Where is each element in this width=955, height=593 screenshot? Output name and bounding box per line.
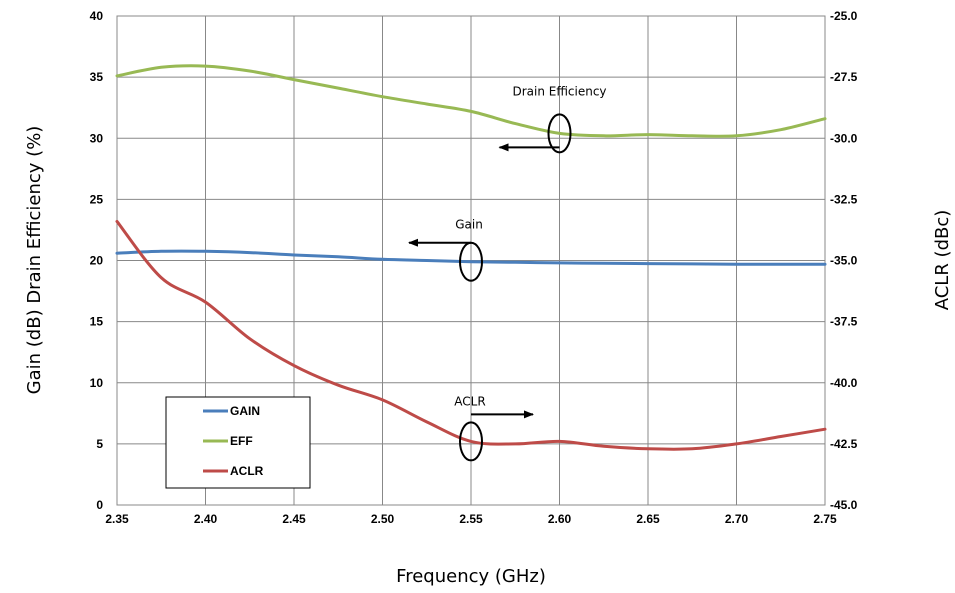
annotation-ellipse (459, 421, 483, 462)
y-left-tick-label: 0 (96, 498, 103, 512)
y-left-tick-label: 15 (90, 315, 104, 329)
y-right-tick-label: -30.0 (830, 131, 858, 145)
y-left-tick-label: 25 (90, 192, 104, 206)
y-left-tick-label: 20 (90, 254, 104, 268)
legend-label-gain: GAIN (230, 404, 260, 418)
x-axis-ticks: 2.35 2.40 2.45 2.50 2.55 2.60 2.65 2.70 2.75 (105, 512, 837, 526)
x-tick-label: 2.50 (371, 512, 395, 526)
y-right-tick-label: -27.5 (830, 70, 858, 84)
plot-border (116, 15, 826, 506)
x-tick-label: 2.45 (282, 512, 306, 526)
legend: GAIN EFF ACLR (165, 396, 311, 489)
series-group (115, 64, 827, 451)
x-tick-label: 2.65 (636, 512, 660, 526)
y-right-tick-label: -40.0 (830, 376, 858, 390)
y-right-tick-label: -32.5 (830, 192, 858, 206)
legend-box (165, 396, 311, 489)
annotation-label: Drain Efficiency (512, 84, 606, 98)
y-left-tick-label: 35 (90, 70, 104, 84)
series-line-gain (115, 249, 827, 266)
x-tick-label: 2.55 (459, 512, 483, 526)
series-line-aclr (115, 219, 827, 451)
y-left-tick-label: 5 (96, 437, 103, 451)
x-tick-label: 2.40 (194, 512, 218, 526)
annotations: Drain Efficiency Gain ACLR (408, 84, 607, 462)
y-right-tick-label: -37.5 (830, 315, 858, 329)
y-right-axis-ticks: -45.0 -42.5 -40.0 -37.5 -35.0 -32.5 -30.0 -27.5… (830, 9, 858, 512)
y-right-axis-title: ACLR (dBc) (932, 210, 953, 311)
x-tick-label: 2.75 (813, 512, 837, 526)
y-right-tick-label: -25.0 (830, 9, 858, 23)
annotation-ellipse (547, 113, 572, 154)
y-left-axis-title: Gain (dB) Drain Efficiency (%) (24, 126, 45, 395)
x-axis-title: Frequency (GHz) (396, 566, 546, 587)
annotation-label: ACLR (454, 394, 485, 408)
y-right-tick-label: -35.0 (830, 254, 858, 268)
x-tick-label: 2.60 (548, 512, 572, 526)
x-tick-label: 2.35 (105, 512, 129, 526)
x-tick-label: 2.70 (725, 512, 749, 526)
y-left-tick-label: 30 (90, 131, 104, 145)
y-left-axis-ticks: 0 5 10 15 20 25 30 35 40 (90, 9, 104, 512)
legend-label-aclr: ACLR (230, 464, 264, 478)
y-right-tick-label: -45.0 (830, 498, 858, 512)
legend-label-eff: EFF (230, 434, 253, 448)
y-right-tick-label: -42.5 (830, 437, 858, 451)
y-left-tick-label: 40 (90, 9, 104, 23)
y-left-tick-label: 10 (90, 376, 104, 390)
annotation-label: Gain (455, 218, 483, 232)
series-line-eff (115, 64, 827, 138)
